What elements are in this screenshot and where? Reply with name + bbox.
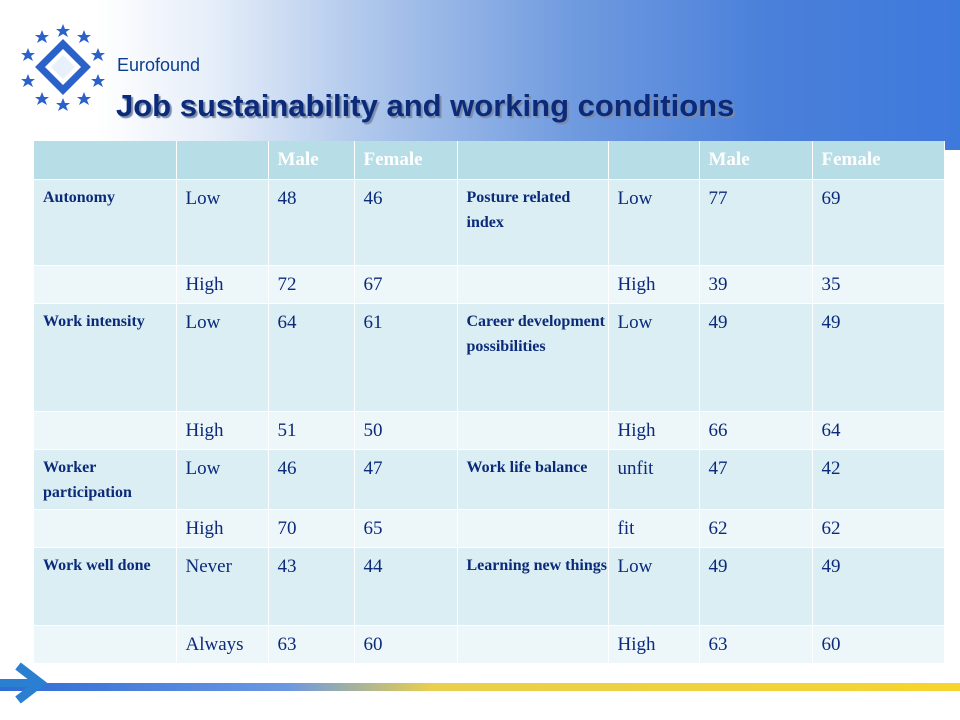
male-value: 62 — [699, 509, 813, 548]
level-cell: unfit — [608, 449, 700, 510]
male-value: 39 — [699, 265, 813, 304]
indicator-label: Autonomy — [34, 179, 177, 266]
conditions-table: Male Female Male Female Autonomy Low 48 … — [34, 141, 945, 664]
table-row: Autonomy Low 48 46 Posture related index… — [34, 179, 945, 266]
table-header-row: Male Female Male Female — [34, 141, 945, 180]
eurofound-logo-icon — [21, 24, 105, 111]
indicator-label — [457, 509, 609, 548]
table-row: High 72 67 High 39 35 — [34, 265, 945, 304]
table-row: Work intensity Low 64 61 Career developm… — [34, 303, 945, 412]
slide-title: Job sustainability and working condition… — [116, 88, 735, 123]
table-row: High 70 65 fit 62 62 — [34, 509, 945, 548]
header-cell-male: Male — [699, 141, 813, 180]
header-cell — [176, 141, 269, 180]
indicator-label — [457, 265, 609, 304]
level-cell: High — [608, 265, 700, 304]
female-value: 64 — [812, 411, 945, 450]
table-row: High 51 50 High 66 64 — [34, 411, 945, 450]
level-cell: Low — [176, 179, 269, 266]
level-cell: Low — [608, 547, 700, 626]
male-value: 66 — [699, 411, 813, 450]
female-value: 69 — [812, 179, 945, 266]
male-value: 72 — [268, 265, 355, 304]
level-cell: High — [608, 411, 700, 450]
brand-name: Eurofound — [117, 55, 201, 75]
female-value: 65 — [354, 509, 458, 548]
indicator-label — [457, 411, 609, 450]
indicator-label — [34, 625, 177, 664]
male-value: 63 — [699, 625, 813, 664]
level-cell: High — [608, 625, 700, 664]
arrow-right-icon — [0, 662, 48, 704]
header-cell — [457, 141, 609, 180]
level-cell: High — [176, 411, 269, 450]
header-cell — [608, 141, 700, 180]
header-cell-female: Female — [812, 141, 945, 180]
table-row: Always 63 60 High 63 60 — [34, 625, 945, 664]
level-cell: Always — [176, 625, 269, 664]
slide-header: Eurofound Job sustainability and working… — [0, 0, 960, 150]
header-cell-male: Male — [268, 141, 355, 180]
male-value: 47 — [699, 449, 813, 510]
male-value: 43 — [268, 547, 355, 626]
level-cell: High — [176, 509, 269, 548]
female-value: 60 — [354, 625, 458, 664]
female-value: 67 — [354, 265, 458, 304]
male-value: 49 — [699, 547, 813, 626]
footer-stripe — [0, 683, 960, 691]
male-value: 64 — [268, 303, 355, 412]
female-value: 46 — [354, 179, 458, 266]
female-value: 47 — [354, 449, 458, 510]
level-cell: Low — [608, 303, 700, 412]
table-row: Work well done Never 43 44 Learning new … — [34, 547, 945, 626]
female-value: 61 — [354, 303, 458, 412]
indicator-label: Worker participation — [34, 449, 177, 510]
table-row: Worker participation Low 46 47 Work life… — [34, 449, 945, 510]
male-value: 51 — [268, 411, 355, 450]
indicator-label — [34, 411, 177, 450]
indicator-label: Work well done — [34, 547, 177, 626]
female-value: 49 — [812, 547, 945, 626]
level-cell: Low — [608, 179, 700, 266]
male-value: 70 — [268, 509, 355, 548]
indicator-label: Work intensity — [34, 303, 177, 412]
level-cell: Never — [176, 547, 269, 626]
level-cell: Low — [176, 303, 269, 412]
male-value: 77 — [699, 179, 813, 266]
level-cell: Low — [176, 449, 269, 510]
level-cell: fit — [608, 509, 700, 548]
female-value: 62 — [812, 509, 945, 548]
indicator-label: Work life balance — [457, 449, 609, 510]
indicator-label: Career development possibilities — [457, 303, 609, 412]
male-value: 49 — [699, 303, 813, 412]
indicator-label — [457, 625, 609, 664]
female-value: 49 — [812, 303, 945, 412]
level-cell: High — [176, 265, 269, 304]
male-value: 63 — [268, 625, 355, 664]
female-value: 44 — [354, 547, 458, 626]
indicator-label: Posture related index — [457, 179, 609, 266]
female-value: 60 — [812, 625, 945, 664]
female-value: 35 — [812, 265, 945, 304]
indicator-label: Learning new things — [457, 547, 609, 626]
male-value: 46 — [268, 449, 355, 510]
header-cell — [34, 141, 177, 180]
female-value: 50 — [354, 411, 458, 450]
indicator-label — [34, 509, 177, 548]
female-value: 42 — [812, 449, 945, 510]
indicator-label — [34, 265, 177, 304]
header-cell-female: Female — [354, 141, 458, 180]
male-value: 48 — [268, 179, 355, 266]
